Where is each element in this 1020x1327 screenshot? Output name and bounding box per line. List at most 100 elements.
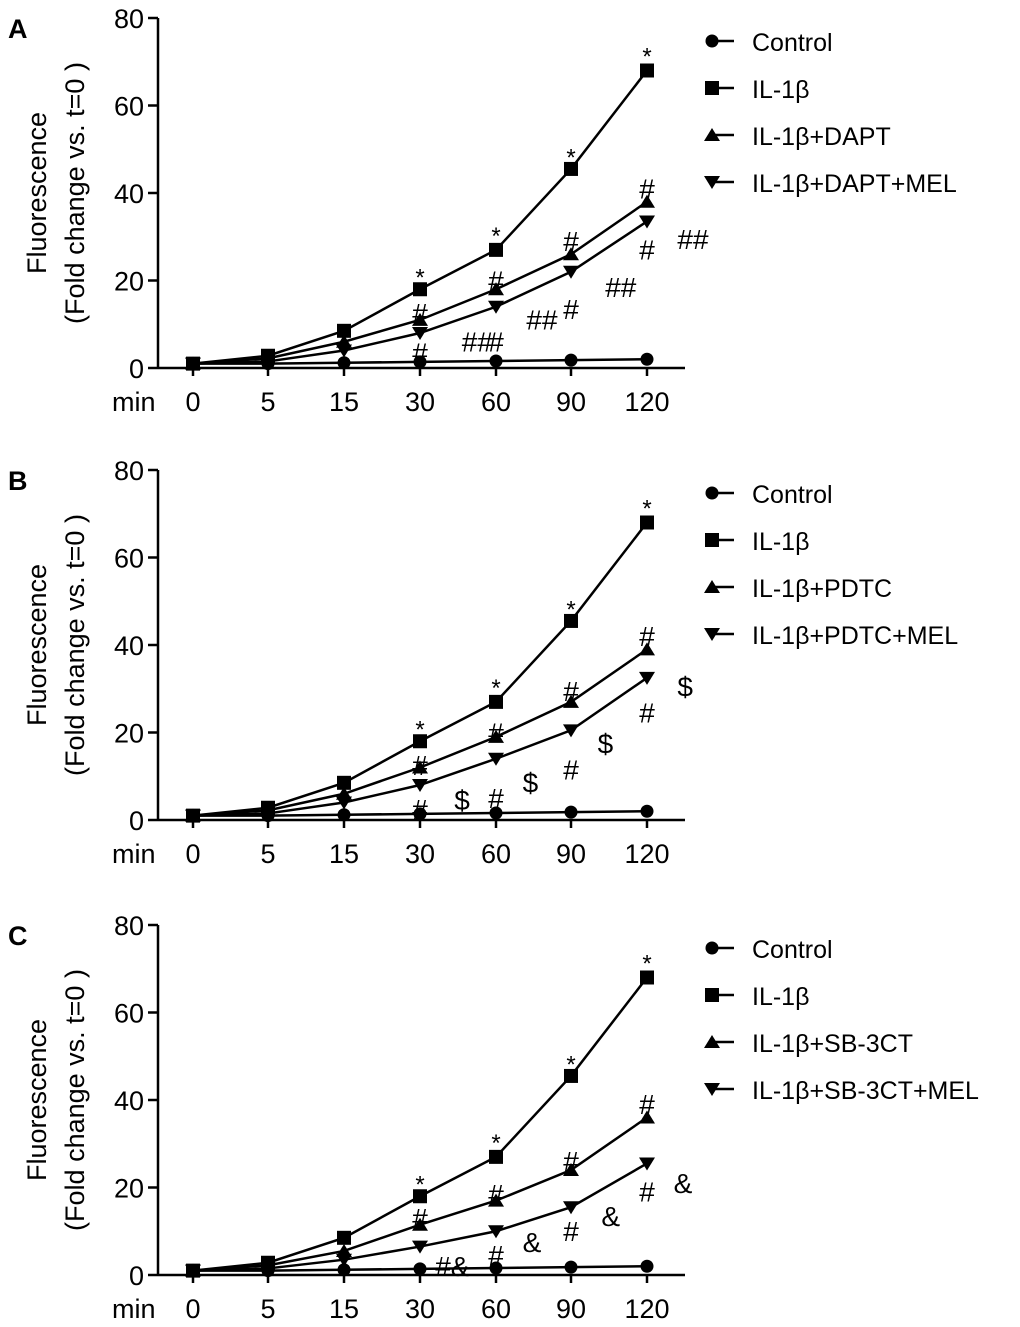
panel-b-data-point [639,671,655,685]
panel-a-significance-mark: ## [605,272,637,303]
panel-c-significance-mark: #& [435,1251,470,1282]
panel-a-data-point [185,357,201,371]
panel-b-x-tick-label: 15 [329,839,359,869]
panel-a-data-point [412,327,428,340]
panel-b-y-axis-label-line1: Fluorescence [22,564,52,726]
panel-b-significance-mark: # [563,676,579,707]
panel-c-letter: C [8,921,28,951]
panel-c-data-point [640,1259,654,1273]
panel-a-y-axis-label-line1: Fluorescence [22,112,52,274]
panel-b-significance-mark: # [412,750,428,781]
panel-b-significance-mark: $ [677,671,693,702]
panel-c-significance-mark: * [491,1130,500,1157]
panel-b-legend-label: IL-1β [752,528,809,556]
panel-a-significance-mark: ## [526,305,558,336]
panel-b-significance-mark: $ [598,728,614,759]
panel-a-legend-label: IL-1β+DAPT+MEL [752,170,957,198]
panel-b-significance-mark: # [412,794,428,825]
panel-a-significance-mark: * [491,223,500,250]
panel-b-legend-label: Control [752,481,833,509]
panel-a-data-point [639,194,655,208]
panel-b-legend-marker [705,533,719,547]
panel-c-series-3 [185,1157,655,1278]
panel-a-series-3 [185,215,655,371]
panel-a-x-tick-label: 120 [624,387,669,417]
panel-b-legend-marker [704,580,720,593]
panel-c-significance-mark: * [642,951,651,978]
panel-c-data-point [488,1193,504,1207]
panel-a-data-point [639,215,655,229]
panel-c-data-point [489,1261,503,1275]
panel-a-y-tick-label: 60 [114,92,144,122]
panel-b-legend-label: IL-1β+PDTC [752,575,892,603]
panel-c-data-point [185,1264,201,1278]
panel-a-significance-mark: # [488,265,504,296]
panel-c-y-axis-label-line1: Fluorescence [22,1019,52,1181]
panel-a-significance-mark: * [415,265,424,292]
panel-c-x-axis-label: min [112,1294,156,1322]
panel-a-x-axis-label: min [112,387,156,417]
panel-c-x-tick-label: 60 [481,1294,511,1322]
panel-c-y-tick-label: 20 [114,1174,144,1204]
panel-c-data-point [413,1189,427,1204]
panel-b-data-point [185,809,201,823]
panel-c-data-point [336,1253,352,1267]
panel-a-y-tick-label: 20 [114,267,144,297]
panel-a-data-point [640,352,654,366]
panel-a-legend-marker [704,176,720,189]
panel-b-data-point [336,796,352,810]
panel-a-legend-label: IL-1β [752,76,809,104]
panel-c-legend-marker [704,1035,720,1048]
panel-b-y-tick-label: 60 [114,544,144,574]
panel-c-x-tick-label: 30 [405,1294,435,1322]
panel-b-significance-mark: # [488,783,504,814]
panel-a-data-point [488,282,504,296]
panel-c-legend-label: IL-1β+SB-3CT+MEL [752,1077,979,1105]
panel-a-x-tick-label: 5 [260,387,275,417]
panel-b-significance-mark: # [639,698,655,729]
panel-a-data-point [337,323,351,338]
panel-c-data-point [413,1262,427,1276]
panel-a-significance-mark: ## [677,224,709,255]
panel-b-data-point [488,752,504,766]
panel-c-legend-label: Control [752,936,833,964]
panel-b-data-point [413,734,427,749]
panel-a-data-point [563,265,579,279]
panel-b-significance-mark: $ [454,785,470,816]
panel-c-legend-marker [705,941,719,955]
panel-c-data-point [412,1217,428,1231]
panel-a-x-tick-label: 90 [556,387,586,417]
panel-a-x-tick-label: 60 [481,387,511,417]
panel-b-significance-mark: * [566,596,575,623]
panel-c-data-point [639,1157,655,1171]
panel-c-legend-label: IL-1β [752,983,809,1011]
panel-c-data-point [337,1230,351,1245]
panel-a-data-point [260,355,276,369]
panel-a-significance-mark: # [412,298,428,329]
panel-a-data-point [489,354,503,368]
panel-c-significance-mark: # [639,1177,655,1208]
panel-b-data-point [260,807,276,821]
panel-a-data-point [413,282,427,297]
panel-c-legend-label: IL-1β+SB-3CT [752,1030,913,1058]
panel-c-data-point [640,970,654,985]
panel-b-data-point [337,775,351,790]
panel-c-data-point [563,1163,579,1176]
panel-b-data-point [489,694,503,709]
panel-b-y-tick-label: 80 [114,456,144,486]
panel-c-data-point [412,1240,428,1254]
panel-b-x-tick-label: 60 [481,839,511,869]
panel-c-data-point [563,1201,579,1215]
panel-b-data-point [564,613,578,628]
panel-a-legend-marker [705,34,719,48]
panel-b-x-axis-label: min [112,839,156,869]
panel-c-significance-mark: # [412,1203,428,1234]
panel-c-significance-mark: # [488,1240,504,1271]
panel-c-y-tick-label: 40 [114,1086,144,1116]
panel-a-y-axis-label-line2: (Fold change vs. t=0 ) [60,62,90,324]
panel-c-significance-mark: & [523,1227,542,1258]
panel-b-x-tick-label: 0 [185,839,200,869]
panel-a-x-tick-label: 30 [405,387,435,417]
panel-c-significance-mark: # [563,1216,579,1247]
